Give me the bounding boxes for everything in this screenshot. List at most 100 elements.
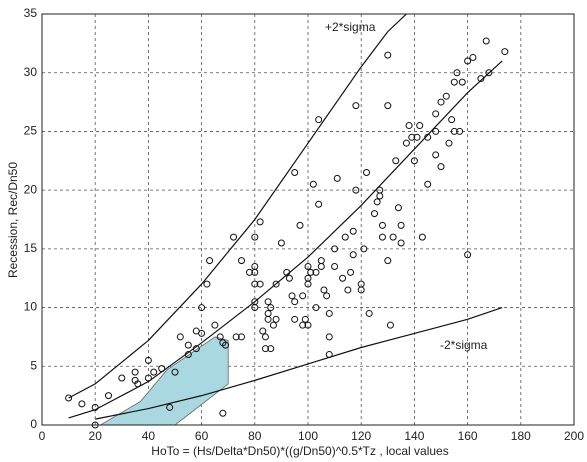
point xyxy=(317,257,325,265)
point xyxy=(251,280,259,288)
point xyxy=(299,292,307,300)
point xyxy=(259,327,267,335)
point xyxy=(445,139,453,147)
point xyxy=(256,218,264,226)
point xyxy=(315,116,323,124)
point xyxy=(307,268,315,276)
x-tick-label: 120 xyxy=(351,429,371,443)
point xyxy=(134,380,142,388)
point xyxy=(331,262,339,270)
y-tick-label: 10 xyxy=(24,300,38,314)
point xyxy=(301,315,309,323)
point xyxy=(389,233,397,241)
point xyxy=(251,262,259,270)
point xyxy=(402,139,410,147)
point xyxy=(264,309,272,317)
point xyxy=(198,304,206,312)
point xyxy=(277,239,285,247)
point xyxy=(232,333,240,341)
point xyxy=(365,309,373,317)
point xyxy=(424,133,432,141)
y-tick-label: 0 xyxy=(30,417,37,431)
point xyxy=(192,345,200,353)
point xyxy=(238,257,245,265)
point xyxy=(91,403,99,411)
y-tick-label: 20 xyxy=(24,182,38,196)
point xyxy=(144,374,152,382)
point xyxy=(261,333,269,341)
point xyxy=(312,268,320,276)
y-tick-label: 35 xyxy=(24,6,38,20)
point xyxy=(501,48,509,56)
point xyxy=(432,151,440,159)
point xyxy=(408,133,416,141)
point xyxy=(450,127,458,135)
point xyxy=(450,78,458,86)
annotation: +2*sigma xyxy=(325,20,376,34)
point xyxy=(131,368,139,376)
point xyxy=(349,251,357,259)
point xyxy=(256,280,264,288)
point xyxy=(238,333,245,341)
point xyxy=(344,286,352,294)
point xyxy=(360,245,368,253)
point xyxy=(397,239,405,247)
point xyxy=(448,116,456,124)
y-axis-label: Recession, Rec/Dn50 xyxy=(6,162,20,278)
point xyxy=(261,345,269,353)
point xyxy=(291,169,299,177)
point xyxy=(410,157,418,165)
point xyxy=(347,268,355,276)
point xyxy=(272,315,280,323)
point xyxy=(317,262,325,270)
point xyxy=(264,298,272,306)
point xyxy=(464,57,472,65)
point xyxy=(392,157,400,165)
point xyxy=(211,321,219,329)
point xyxy=(291,298,299,306)
point xyxy=(176,333,184,341)
point xyxy=(394,204,402,212)
point xyxy=(453,69,461,77)
point xyxy=(296,221,304,229)
point xyxy=(416,122,424,130)
point xyxy=(283,268,291,276)
point xyxy=(485,69,493,77)
point xyxy=(166,403,174,411)
point xyxy=(378,233,386,241)
point xyxy=(437,98,445,106)
point xyxy=(203,280,211,288)
point xyxy=(245,268,253,276)
point xyxy=(376,192,384,200)
point xyxy=(267,345,275,353)
y-tick-label: 30 xyxy=(24,65,38,79)
curve xyxy=(95,307,503,420)
point xyxy=(144,356,152,364)
y-tick-label: 15 xyxy=(24,241,38,255)
plot-frame xyxy=(41,13,575,426)
point xyxy=(323,292,331,300)
point xyxy=(78,400,86,408)
point xyxy=(251,304,259,312)
point xyxy=(325,333,333,341)
point xyxy=(158,365,166,373)
point xyxy=(341,233,349,241)
x-tick-label: 40 xyxy=(142,429,156,443)
point xyxy=(378,221,386,229)
point xyxy=(222,341,230,349)
x-tick-label: 160 xyxy=(458,429,478,443)
point xyxy=(373,198,381,206)
point xyxy=(325,309,333,317)
point xyxy=(171,368,179,376)
point xyxy=(230,233,238,241)
point xyxy=(291,315,299,323)
x-tick-label: 60 xyxy=(195,429,209,443)
point xyxy=(397,221,405,229)
point xyxy=(384,51,392,59)
x-axis-label: HoTo = (Hs/Delta*Dn50)*((g/Dn50)^0.5*Tz … xyxy=(151,444,448,458)
point xyxy=(418,233,426,241)
point xyxy=(184,341,192,349)
y-tick-label: 25 xyxy=(24,124,38,138)
point xyxy=(424,180,432,188)
point xyxy=(251,233,259,241)
